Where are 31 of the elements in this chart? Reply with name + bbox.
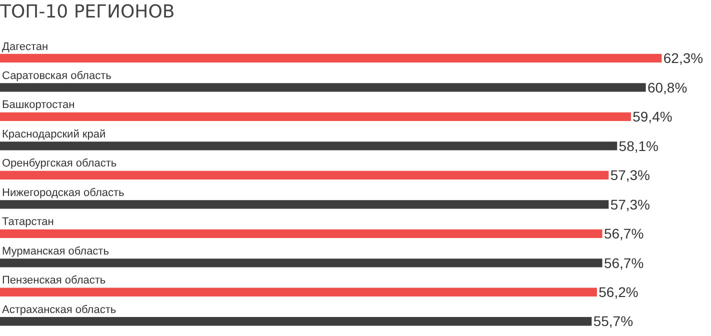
data-label: 58,1% bbox=[618, 138, 659, 154]
bar bbox=[0, 54, 662, 63]
y-tick-label: Пензенская область bbox=[2, 274, 106, 287]
bar bbox=[0, 317, 592, 326]
bar bbox=[0, 170, 609, 180]
bar bbox=[0, 229, 602, 238]
chart-title: ТОП-10 РЕГИОНОВ bbox=[0, 1, 175, 22]
y-tick-label: Башкортостан bbox=[2, 99, 75, 112]
y-tick-label: Саратовская область bbox=[2, 70, 112, 82]
bar bbox=[0, 258, 602, 268]
y-tick-label: Астраханская область bbox=[2, 304, 116, 316]
data-label: 57,3% bbox=[610, 167, 650, 184]
y-tick-label: Нижегородская область bbox=[2, 186, 125, 199]
bar bbox=[0, 142, 618, 150]
data-label: 60,8% bbox=[647, 79, 688, 96]
data-label: 55,7% bbox=[593, 313, 634, 330]
y-tick-label: Дагестан bbox=[2, 40, 48, 53]
y-tick-label: Мурманская область bbox=[2, 245, 110, 258]
data-label: 59,4% bbox=[632, 108, 672, 125]
data-label: 62,3% bbox=[663, 50, 704, 66]
bar bbox=[0, 288, 597, 296]
bar bbox=[0, 200, 609, 209]
y-tick-label: Татарстан bbox=[2, 216, 54, 228]
y-tick-label: Краснодарский край bbox=[2, 128, 106, 140]
y-tick-label: Оренбургская область bbox=[2, 158, 117, 170]
data-label: 56,2% bbox=[598, 284, 638, 300]
data-label: 56,7% bbox=[604, 254, 644, 271]
bar bbox=[0, 112, 631, 122]
bar bbox=[0, 83, 646, 92]
data-label: 57,3% bbox=[610, 196, 650, 212]
data-label: 56,7% bbox=[604, 226, 644, 242]
